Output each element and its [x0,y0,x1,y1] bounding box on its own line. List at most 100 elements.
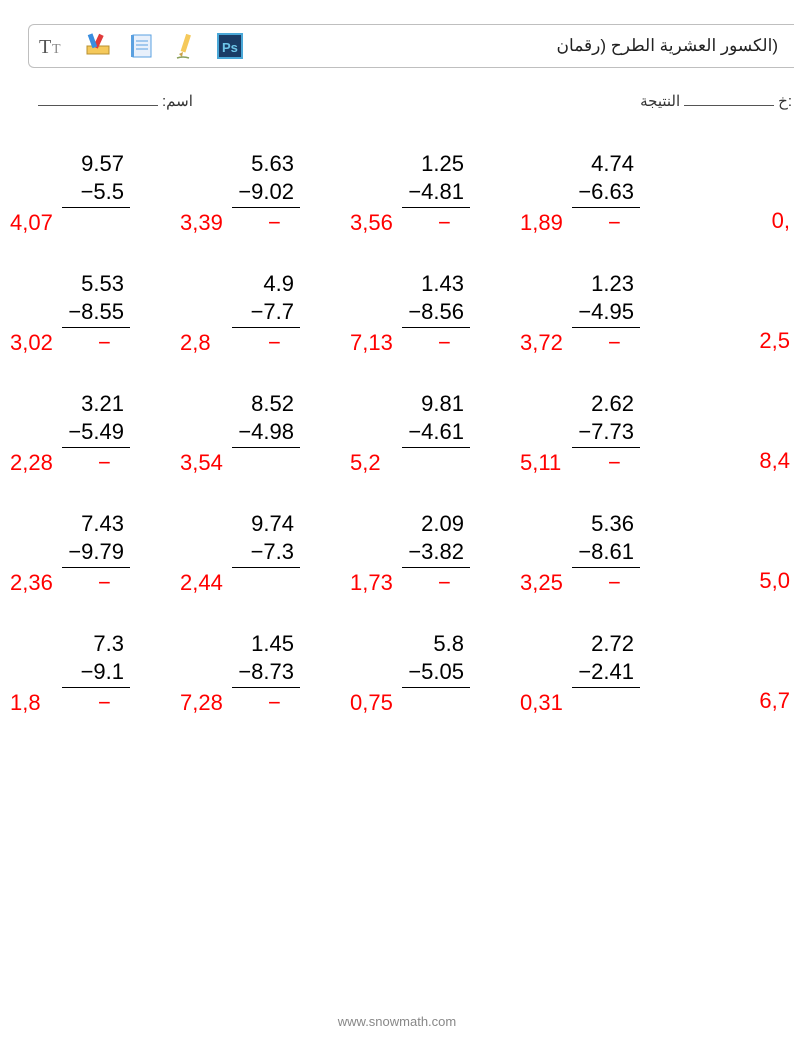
partial-answer: 0, [772,208,790,234]
answer-value: 1,8 [10,690,60,716]
partial-problem: 2,5 [680,260,794,270]
worksheet-title: (الكسور العشرية الطرح (رقمان [557,36,784,56]
answer-value: 2,36 [10,570,60,596]
answer: 7,13 − [340,328,510,356]
minuend: 2.62 [510,390,680,418]
problem: 4.74−6.631,89− [510,140,680,236]
answer-value: 3,25 [520,570,570,596]
name-line [38,90,158,106]
problem: 9.81−4.615,2 [340,380,510,476]
answer-value: 3,54 [180,450,230,476]
subtrahend: −5.5 [0,178,170,206]
minuend: 4.9 [170,270,340,298]
problem: 8.52−4.983,54 [170,380,340,476]
answer: 3,56 − [340,208,510,236]
minuend: 7.3 [0,630,170,658]
ps-icon[interactable]: Ps [215,31,245,61]
subtrahend: −9.79 [0,538,170,566]
answer-negative-sign: − [438,330,451,356]
subtrahend: −2.41 [510,658,680,686]
problem-row: 7.43−9.792,36−9.74−7.32,442.09−3.821,73−… [0,500,794,620]
minuend: 9.57 [0,150,170,178]
problem: 5.8−5.050,75 [340,620,510,716]
minuend: 5.63 [170,150,340,178]
answer-value: 2,28 [10,450,60,476]
score-label: النتيجة [640,92,680,110]
problem: 9.57−5.54,07 [0,140,170,236]
partial-problem: 5,0 [680,500,794,510]
answer-value: 0,75 [350,690,400,716]
minuend: 4.74 [510,150,680,178]
problem: 3.21−5.492,28− [0,380,170,476]
problem-row: 5.53−8.553,02−4.9−7.72,8−1.43−8.567,13−1… [0,260,794,380]
partial-problem: 6,7 [680,620,794,630]
problem: 1.23−4.953,72− [510,260,680,356]
answer: 3,02 − [0,328,170,356]
answer: 7,28− [170,688,340,716]
minuend: 1.45 [170,630,340,658]
answer: 5,11 − [510,448,680,476]
answer-negative-sign: − [98,690,111,716]
answer-negative-sign: − [268,210,281,236]
answer-negative-sign: − [268,330,281,356]
answer-negative-sign: − [608,210,621,236]
answer-value: 0,31 [520,690,570,716]
answer-value: 3,56 [350,210,400,236]
minuend: 2.09 [340,510,510,538]
problem-grid: 9.57−5.54,075.63−9.023,39−1.25−4.813,56−… [0,140,794,740]
problem: 2.72−2.410,31 [510,620,680,716]
toolbar-icons: TT Ps [39,31,245,61]
partial-answer: 2,5 [759,328,790,354]
answer: 3,39 − [170,208,340,236]
problem: 7.43−9.792,36− [0,500,170,596]
answer-negative-sign: − [608,330,621,356]
problem: 2.09−3.821,73− [340,500,510,596]
partial-answer: 8,4 [759,448,790,474]
answer-negative-sign: − [608,450,621,476]
answer: 5,2 [340,448,510,476]
problem-row: 7.3−9.11,8−1.45−8.737,28−5.8−5.050,752.7… [0,620,794,740]
answer: 2,36− [0,568,170,596]
score-field: :خ النتيجة [640,90,792,110]
answer-negative-sign: − [98,330,111,356]
answer-value: 3,39 [180,210,230,236]
subtrahend: −8.56 [340,298,510,326]
subtrahend: −8.61 [510,538,680,566]
problem: 2.62−7.735,11− [510,380,680,476]
partial-answer: 6,7 [759,688,790,714]
problem: 5.36−8.613,25− [510,500,680,596]
answer-negative-sign: − [608,570,621,596]
notebook-icon[interactable] [127,31,157,61]
subtrahend: −8.55 [0,298,170,326]
subtrahend: −8.73 [170,658,340,686]
answer-negative-sign: − [438,210,451,236]
answer: 1,73− [340,568,510,596]
svg-text:T: T [52,42,61,57]
problem: 1.25−4.813,56− [340,140,510,236]
header-fields: اسم: :خ النتيجة [28,90,794,118]
problem-row: 9.57−5.54,075.63−9.023,39−1.25−4.813,56−… [0,140,794,260]
minuend: 9.74 [170,510,340,538]
answer-negative-sign: − [268,690,281,716]
pencil-icon[interactable] [171,31,201,61]
answer-value: 7,13 [350,330,400,356]
answer-value: 3,02 [10,330,60,356]
problem: 1.43−8.567,13− [340,260,510,356]
subtrahend: −7.3 [170,538,340,566]
subtrahend: −4.61 [340,418,510,446]
text-tool-icon[interactable]: TT [39,31,69,61]
subtrahend: −9.1 [0,658,170,686]
problem: 5.63−9.023,39− [170,140,340,236]
subtrahend: −6.63 [510,178,680,206]
answer: 1,89− [510,208,680,236]
partial-answer: 5,0 [759,568,790,594]
problem: 9.74−7.32,44 [170,500,340,596]
answer: 1,8 − [0,688,170,716]
svg-text:Ps: Ps [222,40,238,55]
subtrahend: −4.81 [340,178,510,206]
name-field: اسم: [34,90,193,110]
problem: 4.9−7.72,8− [170,260,340,356]
subtrahend: −3.82 [340,538,510,566]
ruler-pencil-icon[interactable] [83,31,113,61]
answer-value: 5,11 [520,450,570,476]
